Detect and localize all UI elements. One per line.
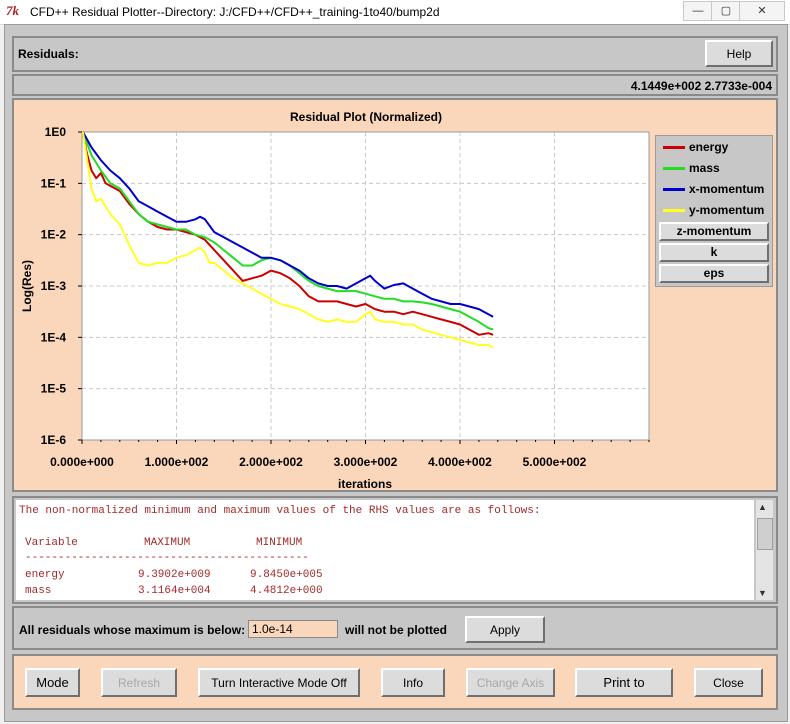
legend-label: eps (703, 266, 725, 280)
legend-item-mass[interactable]: mass (659, 159, 769, 178)
change-axis-button[interactable]: Change Axis (466, 668, 555, 697)
info-button[interactable]: Info (381, 668, 445, 697)
threshold-input[interactable] (248, 620, 338, 638)
scroll-thumb[interactable] (757, 518, 773, 550)
filter-frame (12, 606, 778, 650)
apply-button[interactable]: Apply (465, 616, 545, 643)
mode-button[interactable]: Mode (25, 668, 80, 697)
legend-label: z-momentum (676, 224, 752, 238)
close-button[interactable]: Close (694, 668, 763, 697)
x-tick-label: 0.000e+000 (50, 455, 114, 469)
info-row-minimum: 4.4812e+000 (250, 585, 323, 597)
series-line-y-momentum (81, 131, 494, 349)
filter-label-after: will not be plotted (345, 623, 447, 637)
info-intro: The non-normalized minimum and maximum v… (19, 505, 541, 517)
y-tick-label: 1E-2 (41, 228, 67, 242)
info-row-maximum: 9.3902e+009 (138, 569, 211, 581)
x-axis-label: iterations (338, 477, 392, 491)
info-row-variable: energy (25, 569, 65, 581)
print-button[interactable]: Print to (575, 668, 673, 697)
x-tick-label: 5.000e+002 (523, 455, 587, 469)
y-tick-label: 1E-1 (41, 176, 67, 190)
y-axis-label: Log(Res) (20, 260, 34, 312)
info-row-maximum: 3.1164e+004 (138, 585, 211, 597)
y-tick-label: 1E-4 (41, 330, 67, 344)
legend-swatch (663, 146, 685, 149)
legend-swatch (663, 188, 685, 191)
y-tick-label: 1E-5 (41, 382, 67, 396)
legend-label: y-momentum (689, 203, 765, 217)
legend-label: x-momentum (689, 182, 765, 196)
scroll-up-icon[interactable]: ▲ (758, 502, 767, 512)
refresh-button[interactable]: Refresh (101, 668, 177, 697)
x-tick-label: 1.000e+002 (145, 455, 209, 469)
legend-item-z-momentum[interactable]: z-momentum (659, 222, 769, 241)
toggle-interactive-button[interactable]: Turn Interactive Mode Off (198, 668, 360, 697)
legend-item-energy[interactable]: energy (659, 138, 769, 157)
x-tick-label: 4.000e+002 (428, 455, 492, 469)
readout-bar (12, 74, 778, 96)
residuals-label: Residuals: (18, 47, 79, 61)
residual-chart[interactable]: Residual Plot (Normalized) 1E0 1E-1 1E-2 1E… (0, 0, 790, 500)
x-tick-label: 2.000e+002 (239, 455, 303, 469)
x-tick-label: 3.000e+002 (334, 455, 398, 469)
legend-label: k (710, 245, 718, 259)
info-col-variable: Variable (25, 537, 78, 549)
info-scrollbar[interactable]: ▲ ▼ (756, 500, 773, 600)
chart-title: Residual Plot (Normalized) (290, 110, 442, 124)
legend-swatch (663, 209, 685, 212)
info-row-minimum: 9.8450e+005 (250, 569, 323, 581)
residuals-header (12, 36, 778, 72)
info-col-maximum: MAXIMUM (144, 537, 191, 549)
legend-item-y-momentum[interactable]: y-momentum (659, 201, 769, 220)
coordinate-readout: 4.1449e+002 2.7733e-004 (630, 79, 772, 93)
legend-label: energy (689, 140, 729, 154)
maximize-button[interactable]: ▢ (711, 1, 741, 21)
info-divider: ----------------------------------------… (25, 552, 309, 564)
y-tick-label: 1E-6 (41, 433, 67, 447)
legend-item-eps[interactable]: eps (659, 264, 769, 283)
legend-label: mass (689, 161, 720, 175)
legend-swatch (663, 167, 685, 170)
y-tick-label: 1E-3 (41, 279, 67, 293)
filter-label-before: All residuals whose maximum is below: (19, 623, 246, 637)
help-button[interactable]: Help (705, 40, 773, 67)
close-window-button[interactable]: ✕ (739, 1, 785, 21)
legend-item-x-momentum[interactable]: x-momentum (659, 180, 769, 199)
info-text-area[interactable]: The non-normalized minimum and maximum v… (16, 500, 754, 600)
legend-item-k[interactable]: k (659, 243, 769, 262)
title-bar: 7k CFD++ Residual Plotter--Directory: J:… (0, 0, 790, 25)
tk-logo-icon: 7k (6, 3, 19, 18)
series-line-energy (81, 131, 494, 336)
window-title: CFD++ Residual Plotter--Directory: J:/CF… (30, 5, 440, 19)
scroll-down-icon[interactable]: ▼ (758, 588, 767, 598)
series-line-x-momentum (82, 131, 494, 318)
info-row-variable: mass (25, 585, 52, 597)
y-tick-label: 1E0 (45, 125, 67, 139)
info-col-minimum: MINIMUM (256, 537, 303, 549)
